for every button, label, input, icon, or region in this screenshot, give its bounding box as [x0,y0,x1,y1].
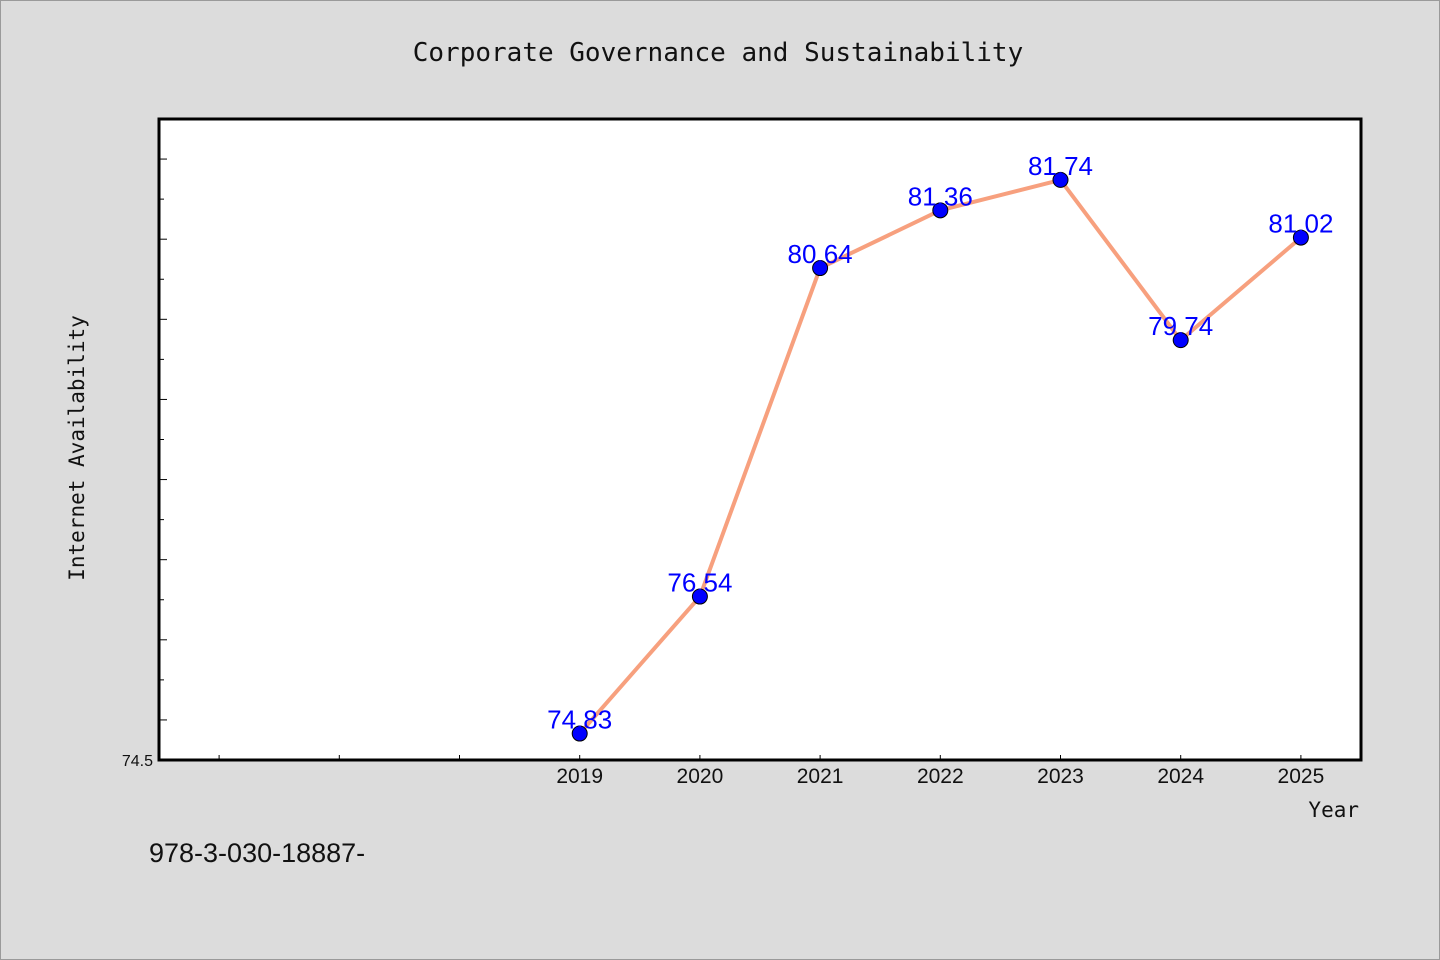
data-label-2020: 76.54 [667,568,732,598]
data-point-2024 [1172,332,1189,349]
data-label-2019: 74.83 [547,705,612,735]
x-tick-label-2023: 2023 [1037,765,1084,788]
data-label-2024: 79.74 [1148,311,1213,341]
x-tick-label-2025: 2025 [1278,765,1325,788]
x-axis-label: Year [1308,798,1359,822]
data-label-2021: 80.64 [788,239,853,269]
x-tick-label-2019: 2019 [556,765,603,788]
data-label-2023: 81.74 [1028,151,1093,181]
x-tick-label-2021: 2021 [797,765,844,788]
data-point-2022 [932,202,949,219]
y-axis-label: Internet Availability [65,315,89,581]
data-point-2020 [691,588,708,605]
data-point-2025 [1292,229,1309,246]
x-tick-label-2020: 2020 [677,765,724,788]
data-point-2021 [812,260,829,277]
data-point-2019 [571,725,588,742]
data-label-2022: 81.36 [908,181,973,211]
x-axis-ticks: 2019 2020 2021 2022 2023 2024 2025 [218,755,1325,788]
x-tick-label-2024: 2024 [1157,765,1204,788]
y-tick-label-min: 74.5 [122,753,153,770]
y-axis-ticks [159,158,167,721]
data-point-2023 [1052,171,1069,188]
data-label-2025: 81.02 [1268,209,1333,239]
chart-title: Corporate Governance and Sustainability [413,38,1023,68]
x-tick-label-2022: 2022 [917,765,964,788]
plot-area [157,117,1363,762]
series-line-group: 74.83 76.54 80.64 81.36 81.74 79.74 81.02 [547,151,1333,742]
footer-isbn-text: 978-3-030-18887- [149,838,365,868]
